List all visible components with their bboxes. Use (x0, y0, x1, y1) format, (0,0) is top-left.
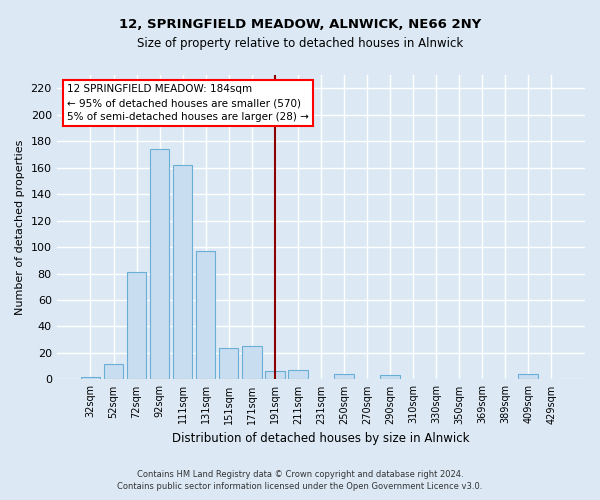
Bar (334, 374, 353, 380)
Bar (150, 149, 169, 380)
Text: Contains HM Land Registry data © Crown copyright and database right 2024.: Contains HM Land Registry data © Crown c… (137, 470, 463, 479)
Bar (80, 377, 100, 380)
Bar (265, 372, 284, 380)
Bar (219, 348, 238, 380)
Bar (518, 374, 538, 380)
Text: 12, SPRINGFIELD MEADOW, ALNWICK, NE66 2NY: 12, SPRINGFIELD MEADOW, ALNWICK, NE66 2N… (119, 18, 481, 30)
Bar (173, 165, 193, 380)
Bar (380, 376, 400, 380)
Text: Contains public sector information licensed under the Open Government Licence v3: Contains public sector information licen… (118, 482, 482, 491)
Bar (104, 364, 123, 380)
Bar (196, 251, 215, 380)
Bar (288, 370, 308, 380)
Text: 12 SPRINGFIELD MEADOW: 184sqm
← 95% of detached houses are smaller (570)
5% of s: 12 SPRINGFIELD MEADOW: 184sqm ← 95% of d… (67, 84, 309, 122)
Bar (127, 272, 146, 380)
Y-axis label: Number of detached properties: Number of detached properties (15, 140, 25, 315)
X-axis label: Distribution of detached houses by size in Alnwick: Distribution of detached houses by size … (172, 432, 470, 445)
Bar (242, 346, 262, 380)
Text: Size of property relative to detached houses in Alnwick: Size of property relative to detached ho… (137, 38, 463, 51)
